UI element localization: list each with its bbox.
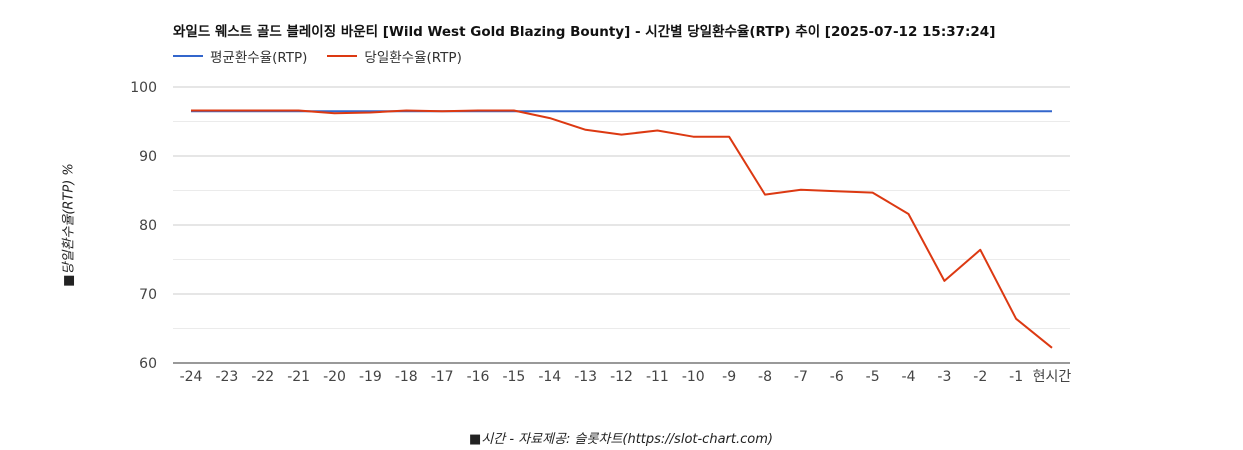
x-tick-label: -21 bbox=[287, 369, 310, 385]
x-tick-label: -5 bbox=[866, 369, 880, 385]
legend-swatch-average bbox=[173, 55, 203, 57]
x-tick-label: -2 bbox=[973, 369, 987, 385]
x-tick-label: -17 bbox=[431, 369, 454, 385]
legend-swatch-daily bbox=[327, 55, 358, 57]
x-tick-label: -12 bbox=[610, 369, 633, 385]
x-tick-label: -19 bbox=[359, 369, 382, 385]
x-tick-label: -8 bbox=[758, 369, 772, 385]
x-tick-label: 현시간 bbox=[1033, 369, 1072, 385]
x-tick-label: -3 bbox=[937, 369, 951, 385]
x-tick-label: -15 bbox=[502, 369, 525, 385]
y-tick-label: 70 bbox=[139, 287, 157, 303]
x-tick-label: -22 bbox=[251, 369, 274, 385]
y-tick-label: 80 bbox=[139, 218, 157, 234]
x-tick-label: -23 bbox=[215, 369, 238, 385]
x-tick-label: -7 bbox=[794, 369, 808, 385]
x-tick-label: -14 bbox=[538, 369, 561, 385]
y-tick-label: 100 bbox=[130, 80, 157, 96]
x-tick-label: -11 bbox=[646, 369, 669, 385]
x-tick-label: -4 bbox=[902, 369, 916, 385]
x-tick-label: -10 bbox=[682, 369, 705, 385]
y-tick-label: 90 bbox=[139, 149, 157, 165]
x-tick-label: -16 bbox=[467, 369, 490, 385]
y-axis-title: ■당일환수율(RTP) % bbox=[61, 163, 77, 287]
x-tick-label: -18 bbox=[395, 369, 418, 385]
legend-label-average: 평균환수율(RTP) bbox=[210, 50, 308, 66]
legend: 평균환수율(RTP) 당일환수율(RTP) bbox=[173, 46, 462, 66]
x-tick-label: -24 bbox=[180, 369, 203, 385]
x-tick-label: -13 bbox=[574, 369, 597, 385]
x-tick-label: -20 bbox=[323, 369, 346, 385]
x-tick-label: -1 bbox=[1009, 369, 1023, 385]
chart-title: 와일드 웨스트 골드 블레이징 바운티 [Wild West Gold Blaz… bbox=[173, 24, 996, 40]
series-line-daily bbox=[191, 109, 1053, 349]
x-tick-label: -9 bbox=[722, 369, 736, 385]
x-tick-label: -6 bbox=[830, 369, 844, 385]
legend-label-daily: 당일환수율(RTP) bbox=[364, 50, 462, 66]
legend-item-daily[interactable]: 당일환수율(RTP) bbox=[327, 46, 462, 66]
x-axis-title: ■시간 - 자료제공: 슬롯차트(https://slot-chart.com) bbox=[469, 432, 773, 447]
legend-item-average[interactable]: 평균환수율(RTP) bbox=[173, 46, 307, 66]
y-tick-label: 60 bbox=[139, 356, 157, 372]
